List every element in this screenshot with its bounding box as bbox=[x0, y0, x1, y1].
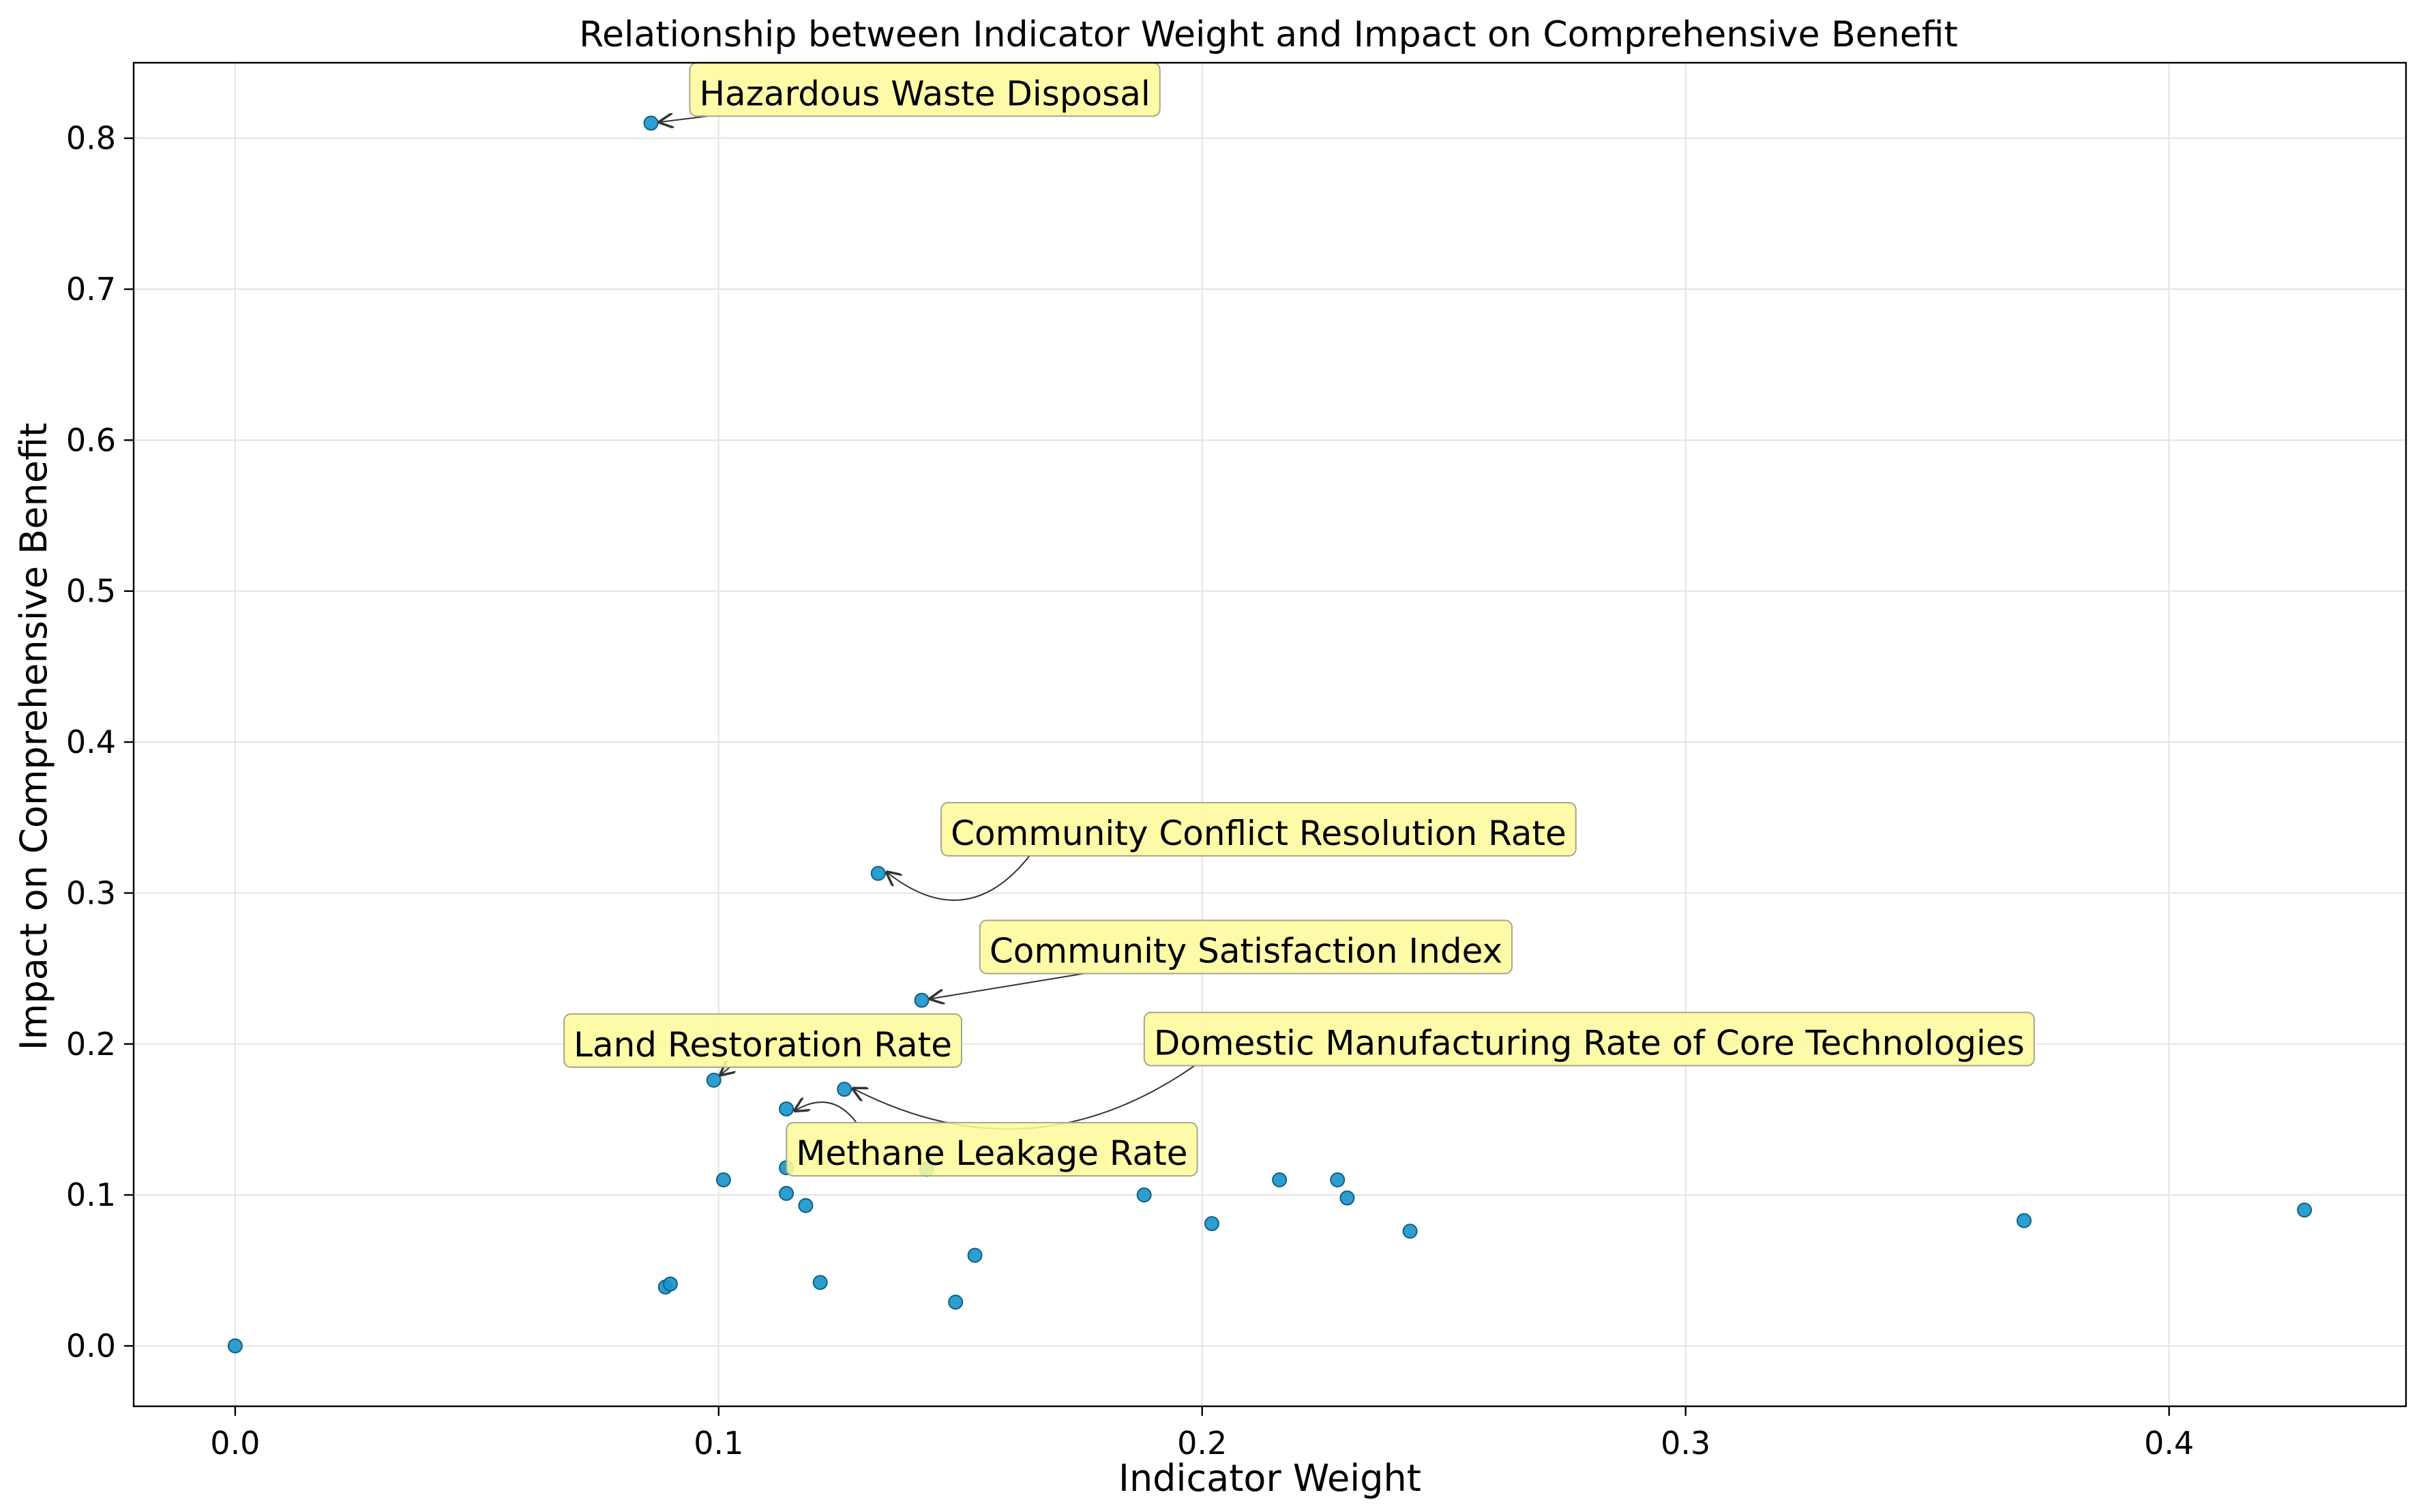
data-point bbox=[779, 1101, 794, 1116]
data-point bbox=[1339, 1190, 1355, 1206]
data-point bbox=[643, 115, 659, 131]
y-tick-label: 0.2 bbox=[66, 1026, 116, 1063]
annotation-arrow bbox=[795, 1102, 857, 1123]
data-point bbox=[779, 1185, 794, 1201]
annotation-label: Land Restoration Rate bbox=[563, 1013, 962, 1068]
annotation-text: Land Restoration Rate bbox=[574, 1025, 952, 1065]
y-tick-label: 0.6 bbox=[66, 421, 116, 458]
chart-title: Relationship between Indicator Weight an… bbox=[579, 14, 1958, 55]
data-point bbox=[1272, 1172, 1288, 1187]
data-point bbox=[1136, 1187, 1152, 1203]
annotation-box bbox=[979, 919, 1513, 975]
y-tick-label: 0.5 bbox=[66, 573, 116, 610]
grid-lines bbox=[134, 63, 2406, 1406]
annotation-box bbox=[563, 1013, 962, 1068]
data-point bbox=[662, 1276, 678, 1292]
y-tick-label: 0.7 bbox=[66, 271, 116, 308]
data-point bbox=[2016, 1213, 2032, 1228]
y-tick-label: 0.0 bbox=[66, 1327, 116, 1364]
data-point bbox=[1330, 1172, 1346, 1187]
y-tick-label: 0.4 bbox=[66, 724, 116, 760]
y-axis-ticks: 0.0 0.1 0.2 0.3 0.4 0.5 0.6 0.7 0.8 bbox=[66, 120, 134, 1364]
annotation-arrow bbox=[887, 855, 1030, 901]
annotation-label: Community Conflict Resolution Rate bbox=[940, 801, 1577, 857]
data-point bbox=[837, 1082, 852, 1097]
annotation-arrow bbox=[721, 1067, 730, 1075]
annotation-text: Community Satisfaction Index bbox=[990, 932, 1502, 971]
x-tick-label: 0.1 bbox=[694, 1425, 743, 1462]
data-point bbox=[706, 1072, 722, 1088]
x-axis-label: Indicator Weight bbox=[1118, 1457, 1421, 1500]
annotation-box bbox=[940, 801, 1577, 857]
annotation-box bbox=[786, 1122, 1198, 1177]
annotation-label: Hazardous Waste Disposal bbox=[689, 62, 1161, 117]
x-tick-label: 0.4 bbox=[2144, 1425, 2194, 1462]
data-point bbox=[715, 1172, 731, 1187]
data-point bbox=[798, 1198, 814, 1213]
annotation-box bbox=[1143, 1011, 2035, 1067]
data-point bbox=[870, 865, 886, 881]
x-tick-label: 0.0 bbox=[210, 1425, 260, 1462]
y-tick-label: 0.1 bbox=[66, 1176, 116, 1213]
annotation-text: Methane Leakage Rate bbox=[796, 1133, 1187, 1173]
data-point bbox=[1402, 1224, 1418, 1239]
data-point bbox=[812, 1275, 828, 1290]
annotation-arrows bbox=[659, 116, 1195, 1130]
annotation-label: Community Satisfaction Index bbox=[979, 919, 1513, 975]
data-point bbox=[948, 1294, 964, 1310]
annotation-label: Domestic Manufacturing Rate of Core Tech… bbox=[1143, 1011, 2035, 1067]
data-point bbox=[227, 1338, 243, 1354]
data-points bbox=[227, 115, 2313, 1354]
y-tick-label: 0.3 bbox=[66, 874, 116, 911]
annotation-text: Domestic Manufacturing Rate of Core Tech… bbox=[1154, 1024, 2025, 1063]
annotation-label: Methane Leakage Rate bbox=[786, 1122, 1198, 1177]
x-axis-ticks: 0.0 0.1 0.2 0.3 0.4 bbox=[210, 1406, 2194, 1462]
y-tick-label: 0.8 bbox=[66, 120, 116, 157]
annotation-text: Community Conflict Resolution Rate bbox=[951, 814, 1566, 853]
annotation-labels: Hazardous Waste Disposal Community Confli… bbox=[563, 62, 2035, 1177]
data-point bbox=[1204, 1216, 1219, 1232]
y-axis-label: Impact on Comprehensive Benefit bbox=[12, 423, 55, 1050]
x-tick-label: 0.2 bbox=[1177, 1425, 1227, 1462]
annotation-text: Hazardous Waste Disposal bbox=[699, 74, 1150, 113]
annotation-arrow bbox=[659, 116, 709, 122]
plot-area-frame bbox=[132, 61, 2407, 1408]
data-point bbox=[2297, 1202, 2313, 1218]
data-point bbox=[967, 1247, 983, 1263]
data-point bbox=[914, 992, 930, 1008]
x-tick-label: 0.3 bbox=[1661, 1425, 1710, 1462]
annotation-arrow bbox=[930, 973, 1084, 999]
